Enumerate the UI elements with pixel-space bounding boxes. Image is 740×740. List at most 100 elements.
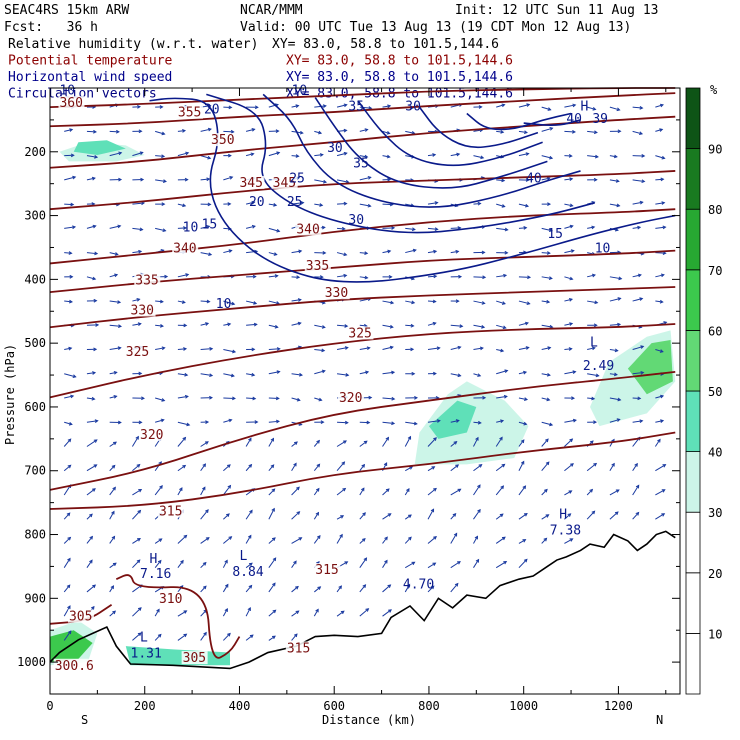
colorbar-swatch <box>685 329 701 392</box>
theta-label-bg <box>157 504 184 518</box>
circulation-vector <box>382 536 388 544</box>
circulation-vector-head <box>248 437 252 442</box>
circulation-vector-head <box>616 418 621 422</box>
circulation-vector <box>132 464 140 472</box>
circulation-vector <box>109 395 117 399</box>
circulation-vector <box>246 397 256 400</box>
circulation-vector <box>268 464 275 472</box>
circulation-vector-head <box>364 128 369 132</box>
circulation-vector <box>268 348 280 351</box>
circulation-vector-head <box>433 274 438 279</box>
circulation-vector <box>336 534 343 544</box>
circulation-vector-head <box>316 439 320 444</box>
circulation-vector <box>518 513 528 520</box>
circulation-vector <box>200 300 210 303</box>
circulation-vector <box>609 179 619 182</box>
circulation-vector-head <box>72 175 77 180</box>
circulation-vector-head <box>207 127 212 132</box>
circulation-vector <box>382 346 393 351</box>
contour-labels: 360 355 350 345 345 340 340 335 335 330 330 325 325 3… <box>53 83 614 674</box>
circulation-vector-head <box>276 370 281 374</box>
circulation-vector <box>109 487 116 496</box>
circulation-vector <box>245 438 252 447</box>
circulation-vector-head <box>436 346 441 351</box>
rh-shaded-region <box>414 381 529 465</box>
circulation-vector-head <box>275 129 280 134</box>
circulation-vector <box>609 418 620 423</box>
circulation-vector <box>655 252 666 254</box>
circulation-vector-head <box>411 561 416 566</box>
circulation-vector <box>64 129 73 132</box>
circulation-vector <box>336 461 345 472</box>
circulation-vector <box>245 464 252 472</box>
circulation-vector <box>109 511 115 520</box>
circulation-vector <box>291 586 299 593</box>
init-label: Init: 12 UTC Sun 11 Aug 13 <box>455 3 659 18</box>
circulation-vector <box>473 129 483 132</box>
circulation-vector <box>63 584 71 593</box>
circulation-vector <box>132 607 142 617</box>
circulation-vector <box>222 584 229 593</box>
circulation-vector <box>450 561 461 569</box>
circulation-vector-head <box>69 274 74 279</box>
circulation-vector <box>564 130 575 133</box>
circulation-vector <box>291 441 298 447</box>
circulation-vector <box>359 584 366 593</box>
circulation-vector-head <box>295 154 300 158</box>
circulation-vector-head <box>252 396 257 401</box>
circulation-vector-head <box>614 511 619 516</box>
circulation-vector <box>223 419 232 423</box>
colorbar-swatch <box>685 451 701 513</box>
circulation-vector <box>132 510 141 520</box>
circulation-vector <box>177 152 189 157</box>
circulation-vector-head <box>110 585 115 590</box>
field-legend-name: Horizontal wind speed <box>8 70 172 85</box>
circulation-vector-head <box>340 515 345 519</box>
circulation-vector-head <box>111 510 115 515</box>
circulation-vector-head <box>615 489 620 493</box>
circulation-vector <box>359 106 372 109</box>
circulation-vector <box>359 371 369 375</box>
theta-label: 330 <box>325 286 348 301</box>
circulation-vector <box>200 562 207 569</box>
circulation-vector <box>109 300 121 303</box>
circulation-vector-head <box>66 512 71 517</box>
circulation-vector <box>473 324 485 328</box>
circulation-vector-head <box>341 226 346 231</box>
theta-label-bg <box>314 563 341 577</box>
circulation-vector-head <box>157 559 162 564</box>
circulation-vector <box>313 464 320 472</box>
circulation-vector-head <box>661 155 666 160</box>
circulation-vector <box>245 510 253 520</box>
circulation-vector <box>291 276 300 278</box>
circulation-vector <box>655 300 663 303</box>
circulation-vector <box>473 155 484 159</box>
circulation-vector-head <box>434 227 439 231</box>
circulation-vector-head <box>275 419 280 424</box>
wind-speed-contour <box>149 97 676 283</box>
theta-label: 325 <box>126 345 149 360</box>
y-tick-label: 200 <box>24 145 46 159</box>
y-tick-label: 800 <box>24 528 46 542</box>
circulation-vector-head <box>660 273 665 278</box>
circulation-vector <box>518 153 529 157</box>
circulation-vector-head <box>253 301 258 305</box>
circulation-vector <box>268 227 280 232</box>
circulation-vector-head <box>317 586 322 590</box>
y-tick-label: 500 <box>24 336 46 350</box>
circulation-vector-head <box>206 225 211 229</box>
circulation-vector-head <box>526 301 531 305</box>
circulation-vector-head <box>183 534 188 539</box>
circulation-vector <box>63 605 71 617</box>
circulation-vector <box>132 298 140 302</box>
circulation-vector <box>359 557 367 568</box>
circulation-vector <box>245 607 251 617</box>
circulation-vector-head <box>208 252 213 257</box>
circulation-vector-head <box>548 228 553 233</box>
theta-contour <box>49 431 676 510</box>
circulation-vector <box>632 485 640 496</box>
circulation-vector <box>291 322 301 326</box>
circulation-vector <box>336 515 344 520</box>
circulation-vector <box>86 397 95 400</box>
circulation-vector <box>587 226 595 229</box>
